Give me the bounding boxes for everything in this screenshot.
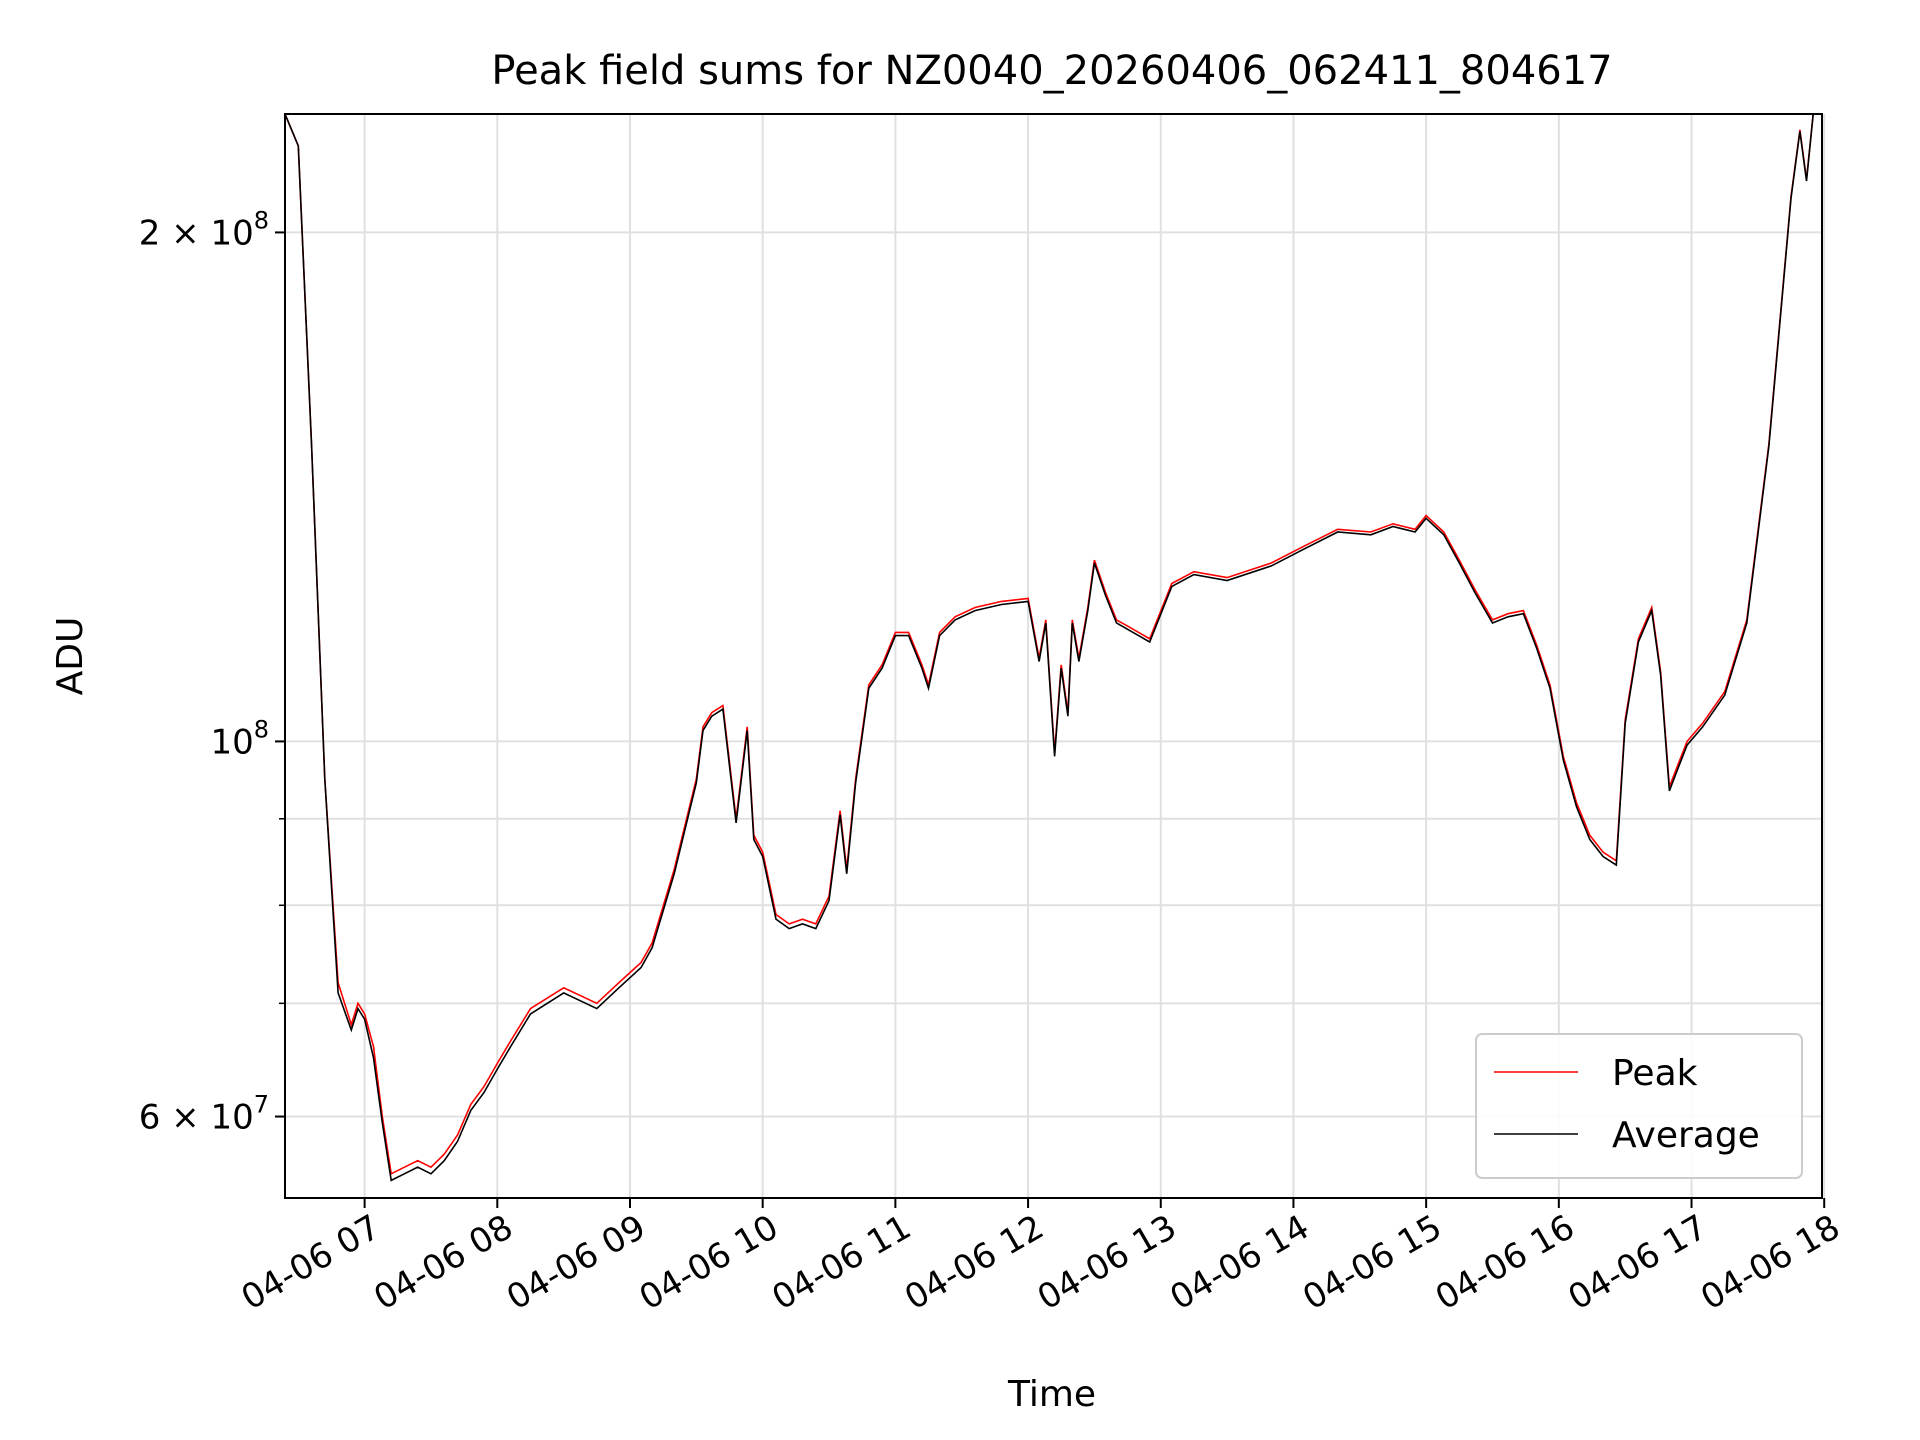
legend: Peak Average	[1475, 1033, 1803, 1179]
peak-series-line	[285, 114, 1822, 1176]
x-axis-label: Time	[1007, 1374, 1096, 1415]
y-axis-label: ADU	[50, 617, 91, 696]
y-axis: 108 6 × 107 2 × 108	[139, 206, 285, 1138]
plot-area	[285, 114, 1822, 1182]
legend-average-label: Average	[1612, 1115, 1760, 1156]
chart-title: Peak field sums for NZ0040_20260406_0624…	[491, 48, 1612, 94]
plot-frame	[284, 113, 1823, 1199]
legend-box	[1475, 1033, 1803, 1179]
y-tick-label: 108	[210, 715, 269, 762]
legend-peak-label: Peak	[1612, 1053, 1698, 1094]
y-tick-label: 6 × 107	[139, 1091, 269, 1138]
y-tick-label: 2 × 108	[139, 206, 269, 253]
average-series-line	[285, 114, 1822, 1182]
